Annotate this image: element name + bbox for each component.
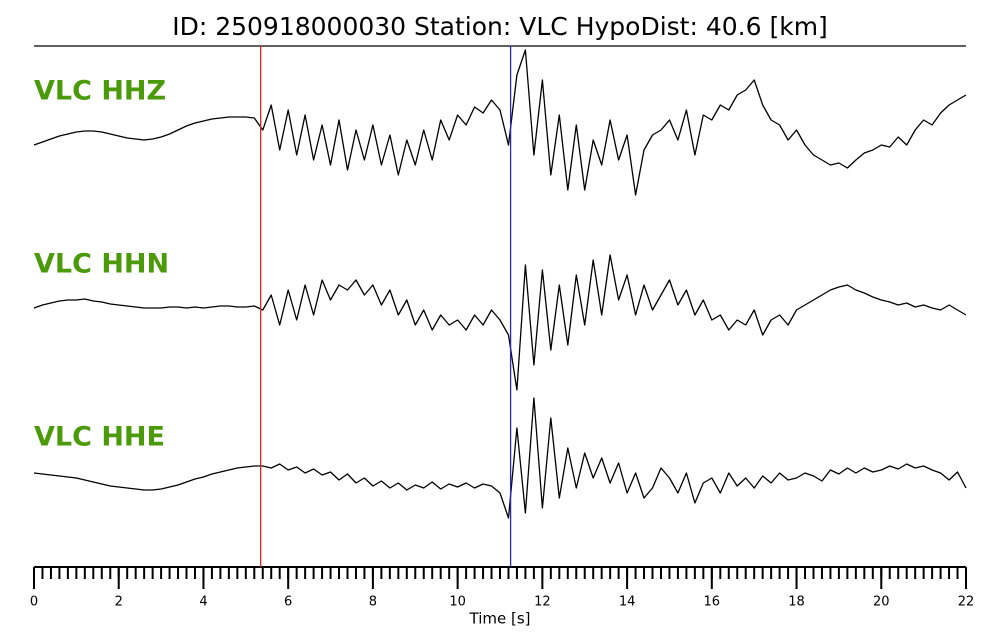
- trace-label: VLC HHN: [34, 249, 169, 280]
- x-tick-label: 20: [873, 595, 890, 610]
- waveform: [33, 397, 967, 519]
- waveform: [33, 49, 967, 196]
- x-tick-label: 8: [369, 595, 377, 610]
- x-tick-label: 12: [534, 595, 551, 610]
- x-tick-label: 14: [619, 595, 636, 610]
- trace-label: VLC HHZ: [34, 76, 166, 107]
- x-tick-label: 18: [788, 595, 805, 610]
- x-tick-label: 0: [30, 595, 38, 610]
- x-tick-label: 16: [704, 595, 721, 610]
- x-tick-label: 10: [449, 595, 466, 610]
- x-tick-label: 6: [284, 595, 292, 610]
- x-axis-label: Time [s]: [469, 610, 531, 628]
- x-tick-label: 4: [199, 595, 207, 610]
- x-tick-label: 22: [958, 595, 975, 610]
- waveform: [33, 254, 967, 391]
- chart-title: ID: 250918000030 Station: VLC HypoDist: …: [172, 12, 828, 41]
- trace-label: VLC HHE: [34, 422, 165, 453]
- x-tick-label: 2: [115, 595, 123, 610]
